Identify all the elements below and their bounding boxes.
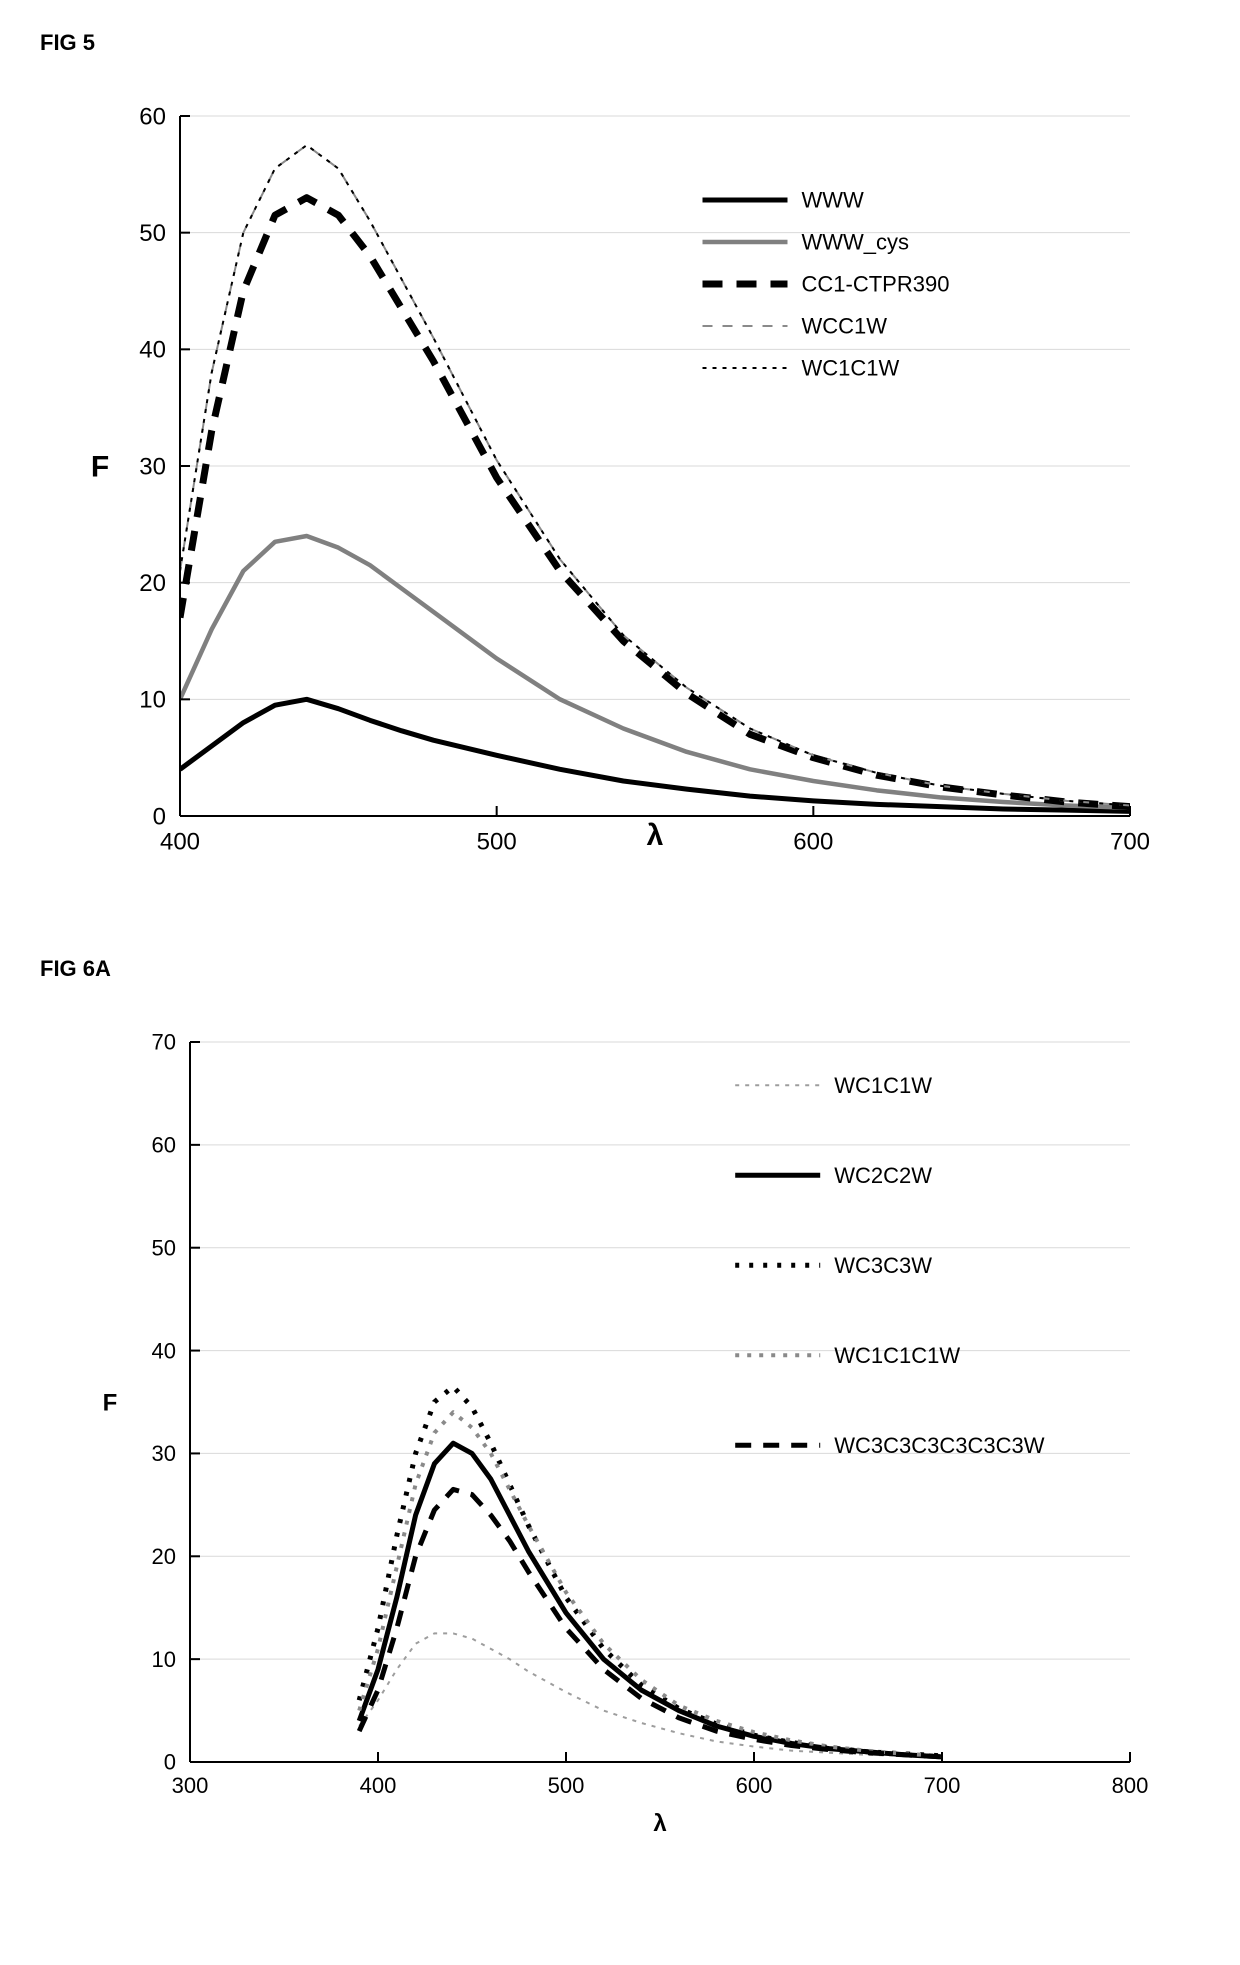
y-axis-label: F bbox=[91, 451, 109, 484]
legend-label: WC3C3C3C3C3C3W bbox=[834, 1433, 1045, 1458]
legend-label: WC1C1W bbox=[834, 1073, 932, 1098]
figure6a-svg: 300 400 500 600 700 800 0 10 20 30 40 50 60 70 Fλ WC1C1… bbox=[40, 1002, 1160, 1862]
figure-label: FIG 6A bbox=[40, 956, 1200, 982]
y-tick-label: 10 bbox=[139, 687, 166, 714]
x-tick-label: 600 bbox=[736, 1773, 773, 1798]
x-tick-label: 600 bbox=[793, 829, 833, 856]
x-axis-label: λ bbox=[653, 1810, 666, 1837]
x-tick-label: 400 bbox=[360, 1773, 397, 1798]
x-tick-label: 700 bbox=[1110, 829, 1150, 856]
y-axis-label: F bbox=[103, 1389, 118, 1416]
y-tick-label: 30 bbox=[152, 1441, 176, 1466]
x-tick-label: 700 bbox=[924, 1773, 961, 1798]
y-tick-label: 60 bbox=[139, 103, 166, 130]
y-tick-label: 0 bbox=[153, 803, 166, 830]
legend-label: WC1C1C1W bbox=[834, 1343, 960, 1368]
legend-label: WWW_cys bbox=[802, 230, 910, 255]
y-tick-label: 30 bbox=[139, 453, 166, 480]
y-tick-label: 10 bbox=[152, 1647, 176, 1672]
y-tick-label: 20 bbox=[152, 1544, 176, 1569]
legend-label: WC1C1W bbox=[802, 356, 900, 381]
y-tick-label: 60 bbox=[152, 1133, 176, 1158]
y-tick-label: 40 bbox=[139, 337, 166, 364]
y-tick-label: 40 bbox=[152, 1338, 176, 1363]
figure5-chart: 400 500 600 700 0 10 20 30 40 50 60 Fλ WWW WWW_cys CC1… bbox=[40, 76, 1200, 896]
figure5-svg: 400 500 600 700 0 10 20 30 40 50 60 Fλ WWW WWW_cys CC1… bbox=[40, 76, 1160, 896]
x-tick-label: 300 bbox=[172, 1773, 209, 1798]
y-tick-label: 70 bbox=[152, 1030, 176, 1055]
y-tick-label: 20 bbox=[139, 570, 166, 597]
legend-label: WWW bbox=[802, 188, 865, 213]
x-tick-label: 500 bbox=[477, 829, 517, 856]
y-tick-label: 50 bbox=[152, 1235, 176, 1260]
y-tick-label: 50 bbox=[139, 220, 166, 247]
x-tick-label: 500 bbox=[548, 1773, 585, 1798]
legend-label: WC2C2W bbox=[834, 1163, 932, 1188]
x-tick-label: 800 bbox=[1112, 1773, 1149, 1798]
figure6a-chart: 300 400 500 600 700 800 0 10 20 30 40 50 60 70 Fλ WC1C1… bbox=[40, 1002, 1200, 1862]
x-axis-label: λ bbox=[647, 819, 664, 852]
figure-label: FIG 5 bbox=[40, 30, 1200, 56]
x-tick-label: 400 bbox=[160, 829, 200, 856]
y-tick-label: 0 bbox=[164, 1750, 176, 1775]
legend-label: WCC1W bbox=[802, 314, 888, 339]
legend-label: WC3C3W bbox=[834, 1253, 932, 1278]
legend-label: CC1-CTPR390 bbox=[802, 272, 950, 297]
